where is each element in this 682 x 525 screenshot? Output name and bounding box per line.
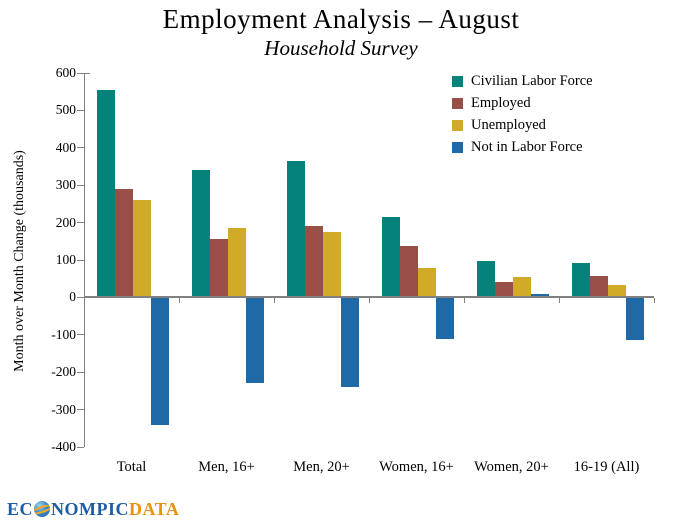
x-category-label: Total: [116, 459, 147, 475]
bar-unemployed: [133, 200, 151, 298]
y-tick-label: 600: [55, 65, 76, 80]
y-tick-label: 500: [55, 102, 76, 118]
y-tick-mark: [77, 446, 84, 448]
y-tick-mark: [77, 409, 84, 411]
y-tick-mark: [77, 371, 84, 373]
y-tick-mark: [77, 296, 84, 298]
econompic-data-logo: EC NOMPIC DATA: [7, 498, 179, 520]
x-tick-mark: [84, 298, 85, 304]
bar-not-in-labor-force: [341, 297, 359, 388]
bar-employed: [495, 281, 513, 298]
bar-employed: [590, 276, 608, 298]
bar-civilian-labor-force: [382, 216, 400, 298]
bar-employed: [210, 239, 228, 298]
x-axis-zero-line: [84, 296, 654, 299]
bar-not-in-labor-force: [151, 297, 169, 426]
bar-not-in-labor-force: [246, 297, 264, 383]
y-tick-mark: [77, 109, 84, 111]
y-axis-line: [84, 73, 85, 447]
x-category-label: Men, 16+: [198, 459, 255, 475]
y-tick-label: 200: [55, 214, 76, 230]
x-category-label: Men, 20+: [293, 459, 350, 475]
x-category-label: 16-19 (All): [573, 459, 640, 475]
x-tick-mark: [559, 298, 560, 304]
legend-swatch-icon: [452, 141, 463, 153]
logo-text-nompic: NOMPIC: [51, 498, 130, 519]
x-tick-mark: [179, 298, 180, 304]
bar-unemployed: [228, 228, 246, 298]
y-axis-top-tick: [84, 73, 90, 74]
y-tick-mark: [77, 147, 84, 149]
x-tick-mark: [464, 298, 465, 304]
legend-item: Unemployed: [452, 114, 593, 136]
bar-civilian-labor-force: [192, 170, 210, 298]
y-tick-label: -400: [51, 439, 76, 454]
legend-label: Employed: [471, 94, 531, 111]
legend-item: Not in Labor Force: [452, 136, 593, 158]
bar-unemployed: [513, 276, 531, 298]
bar-civilian-labor-force: [97, 89, 115, 298]
y-tick-label: 300: [55, 177, 76, 193]
legend-item: Employed: [452, 92, 593, 114]
chart-legend: Civilian Labor Force Employed Unemployed No…: [452, 70, 593, 158]
bar-unemployed: [608, 285, 626, 298]
bar-employed: [400, 246, 418, 298]
bar-not-in-labor-force: [436, 297, 454, 339]
x-tick-mark: [274, 298, 275, 304]
chart-subtitle: Household Survey: [264, 36, 418, 60]
legend-label: Not in Labor Force: [471, 138, 583, 155]
y-tick-mark: [77, 184, 84, 186]
legend-swatch-icon: [452, 97, 463, 109]
y-tick-mark: [77, 72, 84, 74]
y-tick-label: 0: [69, 289, 76, 305]
bar-unemployed: [323, 231, 341, 298]
bar-employed: [305, 226, 323, 298]
y-tick-label: -300: [51, 401, 76, 417]
y-tick-label: -200: [51, 364, 76, 380]
chart-title: Employment Analysis – August: [162, 4, 520, 34]
y-axis-title: Month over Month Change (thousands): [12, 150, 27, 372]
y-tick-label: 100: [55, 252, 76, 267]
bar-not-in-labor-force: [531, 293, 549, 298]
logo-text-data: DATA: [129, 498, 180, 519]
legend-swatch-icon: [452, 75, 463, 87]
globe-icon: [34, 501, 51, 517]
bar-not-in-labor-force: [626, 297, 644, 340]
bar-employed: [115, 188, 133, 298]
y-tick-mark: [77, 334, 84, 336]
legend-item: Civilian Labor Force: [452, 70, 593, 92]
y-tick-label: 400: [55, 139, 76, 155]
x-category-label: Women, 16+: [379, 459, 454, 475]
logo-text-ec: EC: [7, 498, 34, 519]
legend-swatch-icon: [452, 119, 463, 131]
x-category-label: Women, 20+: [474, 459, 549, 475]
bar-civilian-labor-force: [572, 262, 590, 298]
bar-unemployed: [418, 268, 436, 298]
bar-civilian-labor-force: [477, 260, 495, 298]
bar-civilian-labor-force: [287, 160, 305, 298]
legend-label: Unemployed: [471, 116, 546, 133]
y-tick-label: -100: [51, 326, 76, 342]
x-tick-mark: [369, 298, 370, 304]
legend-label: Civilian Labor Force: [471, 72, 593, 89]
y-tick-mark: [77, 222, 84, 224]
x-tick-mark: [654, 298, 655, 304]
y-tick-mark: [77, 259, 84, 261]
